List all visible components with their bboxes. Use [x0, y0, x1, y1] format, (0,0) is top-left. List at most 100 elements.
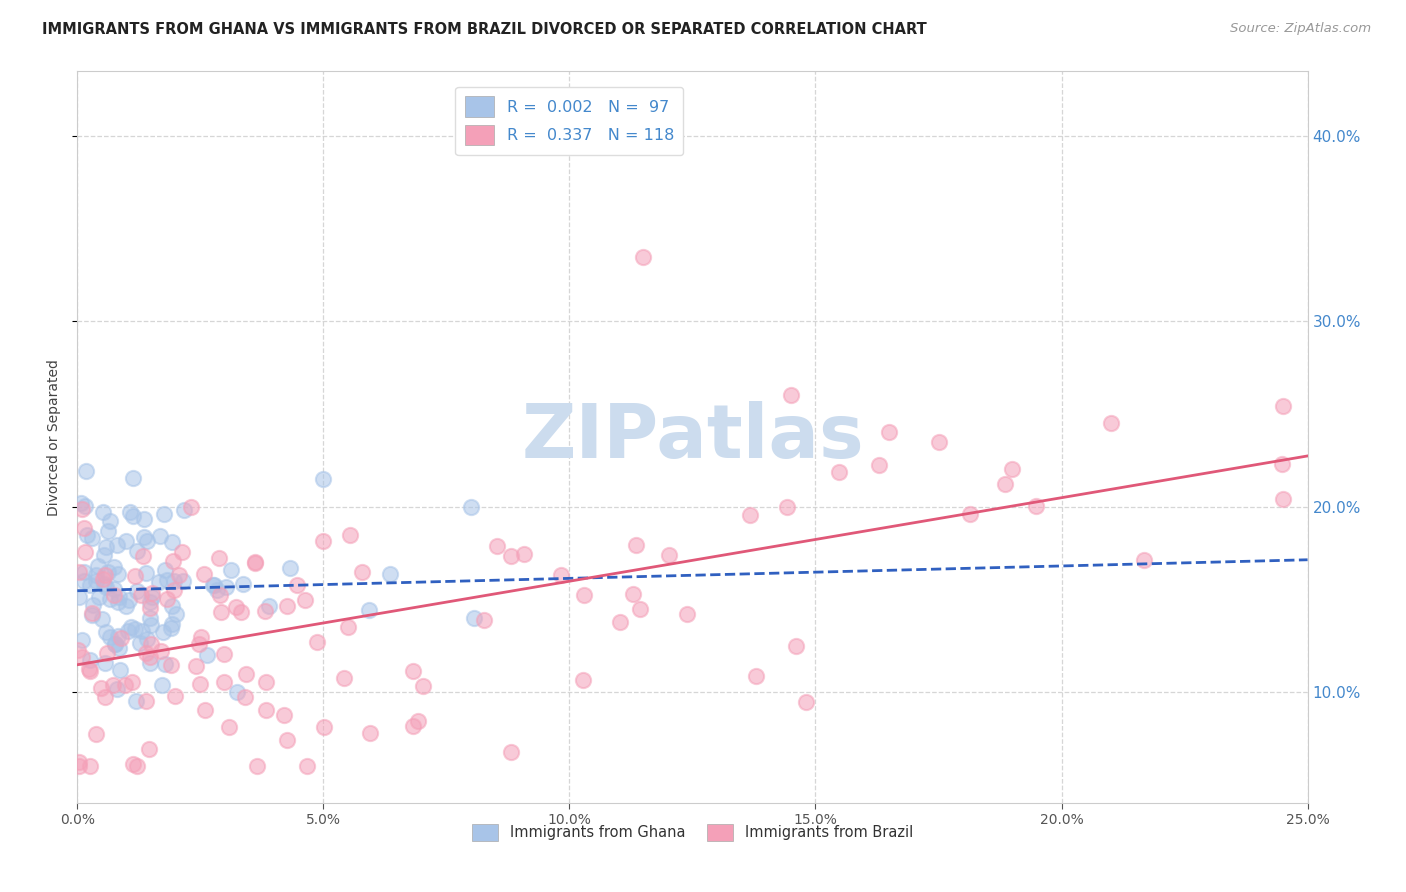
Point [97, 566, 120, 580]
Point [212, 648, 235, 662]
Point [107, 595, 129, 609]
Point [122, 508, 145, 523]
Point [928, 435, 950, 450]
Point [163, 574, 186, 588]
Point [98, 630, 121, 644]
Y-axis label: Divorced or Separated: Divorced or Separated [48, 359, 62, 516]
Point [97, 524, 120, 538]
Point [148, 574, 170, 589]
Point [129, 636, 152, 650]
Point [172, 545, 194, 559]
Point [202, 578, 225, 592]
Point [209, 588, 232, 602]
Point [101, 677, 124, 691]
Point [79, 578, 101, 592]
Point [139, 595, 162, 609]
Point [132, 512, 155, 526]
Point [1133, 552, 1156, 566]
Point [84, 726, 107, 740]
Point [205, 582, 228, 597]
Point [90, 681, 112, 696]
Point [82, 598, 104, 612]
Point [82, 608, 104, 623]
Point [212, 674, 235, 689]
Point [86, 568, 108, 582]
Point [160, 621, 183, 635]
Point [167, 567, 190, 582]
Point [194, 703, 217, 717]
Point [135, 694, 157, 708]
Point [103, 560, 125, 574]
Point [153, 507, 176, 521]
Point [202, 578, 225, 592]
Point [94, 581, 117, 595]
Point [401, 719, 423, 733]
Point [115, 599, 138, 613]
Point [91, 612, 114, 626]
Point [173, 503, 195, 517]
Point [67, 643, 90, 657]
Point [357, 603, 380, 617]
Point [512, 547, 534, 561]
Point [73, 499, 96, 513]
Point [136, 632, 159, 646]
Point [336, 619, 359, 633]
Point [621, 587, 644, 601]
Point [233, 690, 256, 704]
Point [332, 671, 354, 685]
Point [80, 607, 103, 621]
Point [235, 667, 257, 681]
Point [163, 689, 186, 703]
Point [107, 629, 129, 643]
Point [550, 568, 572, 582]
Point [156, 591, 179, 606]
Point [254, 604, 277, 618]
Point [67, 756, 90, 770]
Point [1272, 399, 1295, 413]
Point [609, 615, 631, 630]
Point [278, 561, 301, 575]
Point [209, 605, 232, 619]
Point [1271, 458, 1294, 472]
Text: Source: ZipAtlas.com: Source: ZipAtlas.com [1230, 22, 1371, 36]
Point [486, 539, 509, 553]
Point [73, 566, 96, 580]
Point [141, 590, 163, 604]
Point [1025, 499, 1047, 513]
Point [785, 639, 807, 653]
Point [740, 508, 762, 522]
Point [744, 669, 766, 683]
Point [1272, 491, 1295, 506]
Point [131, 624, 153, 639]
Point [243, 555, 266, 569]
Point [127, 544, 149, 558]
Point [100, 514, 122, 528]
Point [150, 678, 173, 692]
Point [73, 521, 96, 535]
Point [91, 572, 114, 586]
Point [218, 720, 240, 734]
Point [141, 586, 163, 600]
Point [229, 606, 252, 620]
Point [73, 545, 96, 559]
Point [122, 756, 145, 771]
Point [658, 548, 681, 562]
Point [108, 663, 131, 677]
Point [463, 611, 485, 625]
Point [193, 567, 215, 582]
Point [312, 472, 335, 486]
Point [226, 685, 249, 699]
Point [572, 588, 595, 602]
Point [139, 650, 162, 665]
Point [75, 464, 97, 478]
Point [828, 465, 851, 479]
Point [138, 742, 160, 756]
Point [103, 588, 125, 602]
Point [104, 637, 127, 651]
Point [156, 573, 179, 587]
Point [118, 593, 141, 607]
Point [273, 708, 295, 723]
Point [160, 534, 183, 549]
Point [135, 646, 157, 660]
Point [103, 582, 125, 597]
